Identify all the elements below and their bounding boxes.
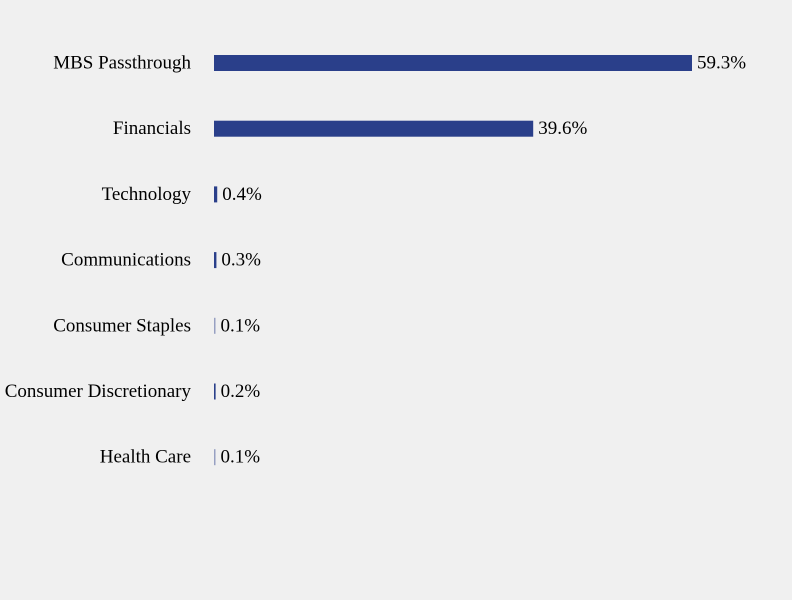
- value-label: 0.2%: [221, 381, 261, 402]
- bar: [214, 383, 216, 400]
- value-label: 0.1%: [221, 315, 261, 336]
- bar: [214, 252, 217, 269]
- value-label: 0.3%: [221, 250, 261, 271]
- bar: [214, 317, 216, 334]
- category-label: Consumer Staples: [53, 315, 191, 336]
- value-label: 39.6%: [538, 118, 587, 139]
- category-label: Consumer Discretionary: [5, 381, 192, 402]
- value-label: 0.1%: [221, 447, 261, 468]
- value-label: 0.4%: [222, 184, 262, 205]
- bar: [214, 449, 216, 466]
- category-label: MBS Passthrough: [53, 53, 191, 74]
- bar: [214, 120, 534, 137]
- category-label: Communications: [61, 250, 191, 271]
- category-label: Technology: [102, 184, 192, 205]
- bar: [214, 55, 692, 71]
- category-label: Health Care: [100, 447, 191, 468]
- bar: [214, 186, 218, 203]
- category-label: Financials: [113, 118, 191, 139]
- value-label: 59.3%: [697, 53, 746, 74]
